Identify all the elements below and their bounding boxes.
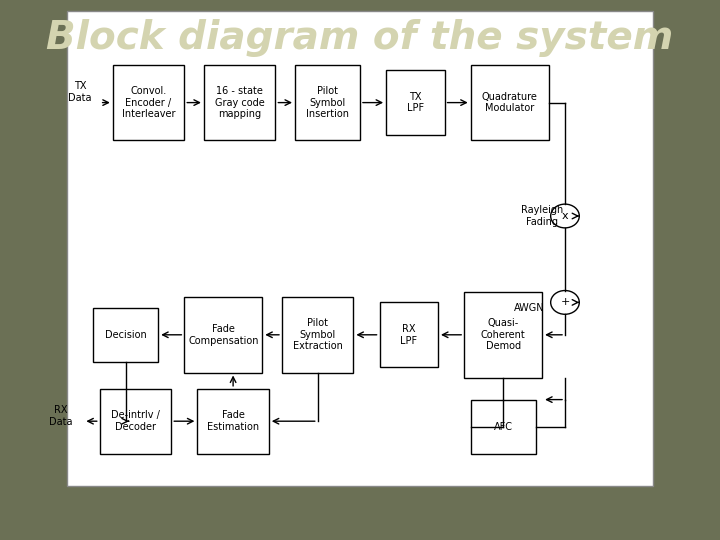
FancyBboxPatch shape xyxy=(99,389,171,454)
FancyBboxPatch shape xyxy=(197,389,269,454)
FancyBboxPatch shape xyxy=(471,65,549,140)
Text: Fade
Compensation: Fade Compensation xyxy=(188,324,258,346)
FancyBboxPatch shape xyxy=(295,65,360,140)
FancyBboxPatch shape xyxy=(93,308,158,362)
Text: 16 - state
Gray code
mapping: 16 - state Gray code mapping xyxy=(215,86,264,119)
Circle shape xyxy=(551,204,580,228)
Text: Decision: Decision xyxy=(105,330,147,340)
Text: Pilot
Symbol
Extraction: Pilot Symbol Extraction xyxy=(293,318,343,352)
Text: De-intrlv /
Decoder: De-intrlv / Decoder xyxy=(111,410,160,432)
FancyBboxPatch shape xyxy=(204,65,276,140)
FancyBboxPatch shape xyxy=(113,65,184,140)
Text: Block diagram of the system: Block diagram of the system xyxy=(46,19,674,57)
Text: x: x xyxy=(562,211,568,221)
Text: RX
LPF: RX LPF xyxy=(400,324,418,346)
Text: TX
Data: TX Data xyxy=(68,81,92,103)
Text: AFC: AFC xyxy=(494,422,513,431)
FancyBboxPatch shape xyxy=(282,297,354,373)
FancyBboxPatch shape xyxy=(184,297,262,373)
FancyBboxPatch shape xyxy=(471,400,536,454)
Text: Convol.
Encoder /
Interleaver: Convol. Encoder / Interleaver xyxy=(122,86,175,119)
FancyBboxPatch shape xyxy=(67,11,653,486)
FancyBboxPatch shape xyxy=(386,70,444,135)
Text: TX
LPF: TX LPF xyxy=(407,92,424,113)
Text: Fade
Estimation: Fade Estimation xyxy=(207,410,259,432)
Text: Quasi-
Coherent
Demod: Quasi- Coherent Demod xyxy=(481,318,526,352)
Circle shape xyxy=(551,291,580,314)
Text: +: + xyxy=(560,298,570,307)
Text: Pilot
Symbol
Insertion: Pilot Symbol Insertion xyxy=(306,86,349,119)
Text: AWGN: AWGN xyxy=(514,303,544,313)
Text: Rayleigh
Fading: Rayleigh Fading xyxy=(521,205,563,227)
FancyBboxPatch shape xyxy=(379,302,438,367)
Text: RX
Data: RX Data xyxy=(49,405,73,427)
Text: Quadrature
Modulator: Quadrature Modulator xyxy=(482,92,538,113)
FancyBboxPatch shape xyxy=(464,292,542,378)
